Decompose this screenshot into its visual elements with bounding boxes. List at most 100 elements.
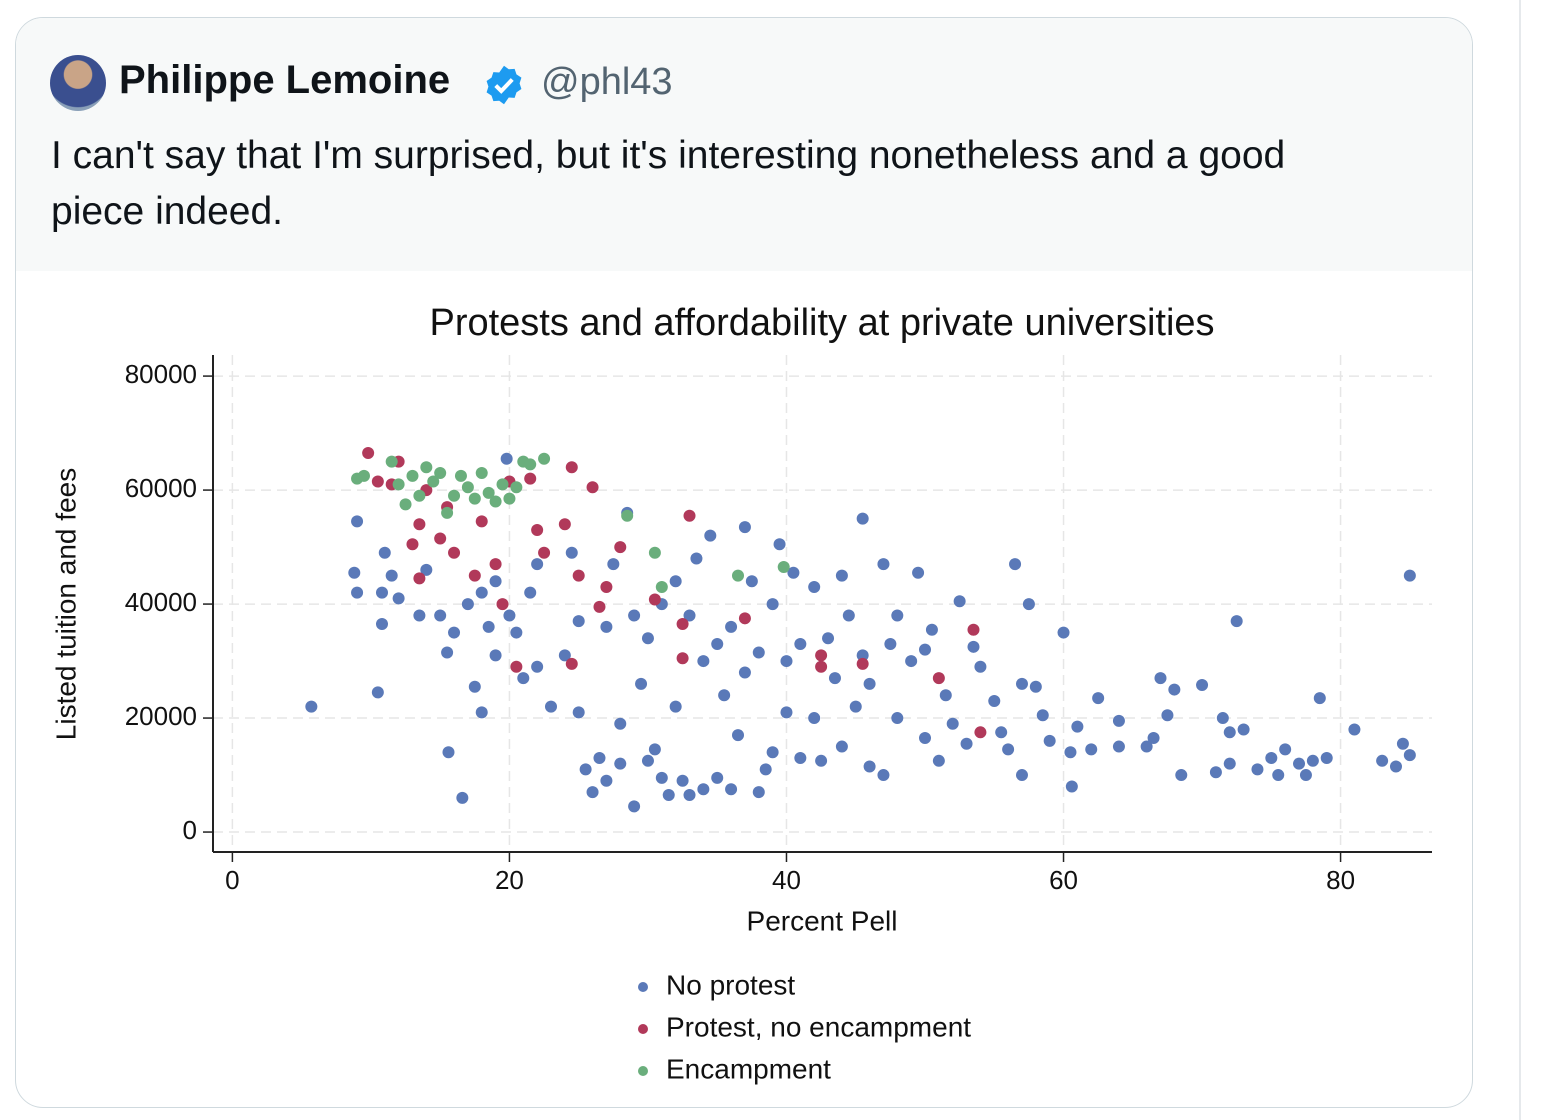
y-axis-label: Listed tuition and fees [50,468,81,740]
point [305,700,318,713]
point [1389,760,1402,773]
point [375,618,388,631]
point [1265,751,1278,764]
point [434,466,447,479]
point [1196,679,1209,692]
point [683,789,696,802]
point [1154,672,1167,685]
point [1092,692,1105,705]
point [946,717,959,730]
point [690,552,703,565]
point [974,726,987,739]
point [489,495,502,508]
point [572,706,585,719]
point [849,700,862,713]
point [406,469,419,482]
point [676,652,689,665]
point [348,566,361,579]
author-handle[interactable]: @phl43 [541,61,673,103]
point [406,538,419,551]
point [510,626,523,639]
point [1376,754,1389,767]
point [427,475,440,488]
legend-label: Encampment [666,1053,831,1084]
point [586,481,599,494]
point [1112,740,1125,753]
point [863,677,876,690]
point [441,506,454,519]
point [842,609,855,622]
point [531,660,544,673]
point [856,649,869,662]
point [967,640,980,653]
point [371,686,384,699]
point [565,657,578,670]
point [1175,769,1188,782]
point [732,729,745,742]
point [392,478,405,491]
point [544,700,557,713]
point [808,712,821,725]
author-name[interactable]: Philippe Lemoine [119,58,451,102]
point [461,481,474,494]
point [600,774,613,787]
point [1009,558,1022,571]
point [496,598,509,611]
point [655,771,668,784]
point [614,541,627,554]
point [780,706,793,719]
point [1043,734,1056,747]
point [1209,766,1222,779]
point [822,632,835,645]
point [579,763,592,776]
tweet-card[interactable]: Philippe Lemoine @phl43 I can't say that… [15,17,1473,1108]
point [565,461,578,474]
point [621,509,634,522]
point [420,461,433,474]
point [441,646,454,659]
point [683,609,696,622]
point [815,660,828,673]
point [1057,626,1070,639]
point [600,580,613,593]
point [378,546,391,559]
avatar[interactable] [50,55,106,111]
point [794,751,807,764]
point [815,649,828,662]
point [1022,598,1035,611]
point [468,680,481,693]
point [752,786,765,799]
point [531,558,544,571]
point [614,717,627,730]
point [835,569,848,582]
point [1029,680,1042,693]
point [351,515,364,528]
point [558,649,571,662]
point [738,612,751,625]
point [697,783,710,796]
x-axis-label: Percent Pell [747,905,898,936]
point [448,489,461,502]
point [953,595,966,608]
point [777,561,790,574]
x-tick-label: 40 [772,865,801,895]
point [531,523,544,536]
point [932,754,945,767]
point [828,672,841,685]
point [676,774,689,787]
point [434,532,447,545]
legend-label: Protest, no encampment [666,1011,971,1042]
point [385,569,398,582]
point [635,677,648,690]
point [392,592,405,605]
point [468,492,481,505]
point [593,600,606,613]
point [1071,720,1084,733]
point [371,475,384,488]
point [442,746,455,759]
point [732,569,745,582]
point [413,609,426,622]
legend-marker [638,1066,648,1076]
point [676,618,689,631]
point [1279,743,1292,756]
